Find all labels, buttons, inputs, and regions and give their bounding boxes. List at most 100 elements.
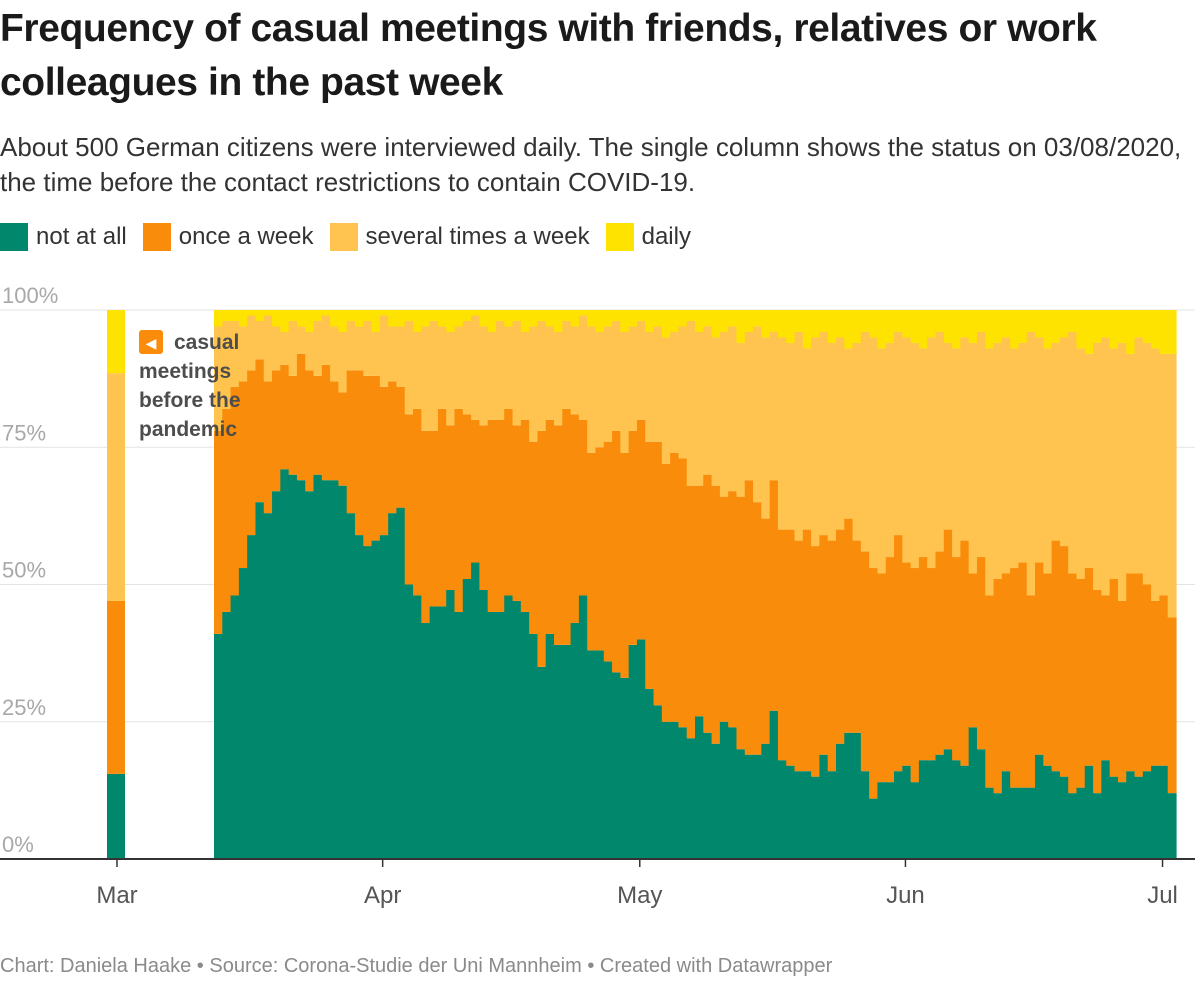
bar-segment-once-a-week (263, 381, 273, 514)
bar-segment-several-times (578, 315, 588, 420)
bar-segment-daily (479, 310, 489, 327)
day-column (603, 310, 613, 859)
day-column (777, 310, 787, 859)
bar-segment-once-a-week (877, 573, 887, 783)
annotation: ◀ casual meetings before the pandemic (139, 330, 241, 441)
day-column (1159, 310, 1169, 859)
day-column (587, 310, 597, 859)
bar-segment-daily (952, 310, 961, 349)
bar-segment-daily (495, 310, 505, 321)
bar-segment-daily (1151, 310, 1161, 349)
bar-segment-daily (1018, 310, 1028, 343)
bar-segment-daily (645, 310, 655, 332)
bar-segment-several-times (819, 331, 829, 536)
axis-layer: Mar Apr May Jun Jul (0, 858, 1195, 909)
bar-segment-several-times (910, 342, 920, 569)
day-column (479, 310, 489, 859)
bar-segment-not-at-all (446, 589, 456, 859)
day-column (429, 310, 439, 859)
day-column (744, 310, 754, 859)
day-column (877, 310, 887, 859)
bar-segment-daily (670, 310, 680, 332)
bar-segment-daily (1026, 310, 1036, 332)
bar-segment-once-a-week (1159, 595, 1169, 766)
bar-segment-daily (413, 310, 422, 332)
day-column (935, 310, 945, 859)
day-column (222, 310, 232, 859)
bar-segment-not-at-all (1035, 754, 1044, 859)
bar-segment-once-a-week (570, 414, 580, 623)
bar-segment-several-times (595, 331, 605, 448)
bar-segment-several-times (1134, 337, 1144, 574)
bar-segment-not-at-all (554, 644, 563, 859)
bar-segment-several-times (1043, 348, 1053, 574)
x-tick-label: Jun (886, 882, 925, 909)
y-tick-label: 25% (2, 695, 46, 720)
bar-segment-daily (753, 310, 762, 327)
legend-swatch-daily (605, 223, 634, 251)
bar-segment-once-a-week (628, 430, 638, 645)
day-column (819, 310, 829, 859)
bar-segment-daily (570, 310, 580, 327)
bar-segment-daily (578, 310, 588, 316)
bar-segment-once-a-week (371, 375, 381, 541)
bar-segment-once-a-week (952, 557, 961, 761)
bar-segment-daily (230, 310, 240, 321)
bar-segment-not-at-all (728, 727, 738, 859)
bar-segment-several-times (1059, 337, 1069, 547)
bar-segment-daily (636, 310, 646, 321)
bar-segment-several-times (222, 320, 232, 409)
bar-segment-daily (222, 310, 232, 321)
bar-segment-daily (1142, 310, 1152, 343)
bar-segment-once-a-week (595, 447, 605, 651)
bar-segment-several-times (263, 315, 273, 382)
bar-segment-not-at-all (504, 595, 514, 859)
bar-segment-daily (529, 310, 539, 327)
bar-segment-several-times (238, 326, 248, 382)
bar-segment-once-a-week (960, 540, 970, 766)
bar-segment-daily (1109, 310, 1119, 349)
day-column (636, 310, 646, 859)
bar-segment-several-times (1035, 337, 1044, 563)
bar-segment-once-a-week (802, 529, 812, 772)
bar-segment-once-a-week (811, 546, 820, 777)
day-column (827, 310, 837, 859)
bar-segment-several-times (545, 326, 555, 420)
x-tick-label: Jul (1147, 882, 1178, 909)
bar-segment-once-a-week (562, 408, 572, 645)
grid-layer: 0% 25% 50% 75% 100% (0, 283, 1195, 857)
bar-segment-not-at-all (1010, 787, 1020, 859)
bar-segment-not-at-all (736, 749, 746, 859)
y-tick-label: 0% (2, 832, 34, 857)
day-column (885, 310, 895, 859)
bar-segment-several-times (952, 348, 961, 558)
bar-segment-daily (1035, 310, 1044, 338)
bar-segment-once-a-week (927, 568, 937, 761)
day-column (437, 310, 447, 859)
day-column (811, 310, 820, 859)
bar-segment-not-at-all (918, 760, 928, 859)
bar-segment-once-a-week (1126, 573, 1136, 772)
bar-segment-not-at-all (354, 535, 364, 859)
bar-segment-several-times (711, 337, 721, 486)
day-column (330, 310, 339, 859)
bar-segment-several-times (255, 320, 265, 360)
bar-segment-not-at-all (719, 721, 729, 859)
bar-segment-not-at-all (661, 721, 671, 859)
footer-separator-2: • (587, 955, 595, 977)
bar-segment-daily (1126, 310, 1136, 354)
bar-segment-not-at-all (570, 622, 580, 859)
bar-segment-daily (454, 310, 464, 327)
bar-segment-not-at-all (703, 732, 713, 859)
day-column (736, 310, 746, 859)
bar-segment-once-a-week (835, 529, 845, 744)
bar-segment-not-at-all (869, 798, 879, 859)
bar-segment-daily (711, 310, 721, 338)
bar-segment-not-at-all (238, 568, 248, 859)
day-column (711, 310, 721, 859)
bar-segment-daily (885, 310, 895, 343)
bar-segment-daily (1001, 310, 1011, 338)
bar-segment-once-a-week (719, 496, 729, 722)
bar-segment-once-a-week (288, 375, 298, 475)
day-column (1109, 310, 1119, 859)
